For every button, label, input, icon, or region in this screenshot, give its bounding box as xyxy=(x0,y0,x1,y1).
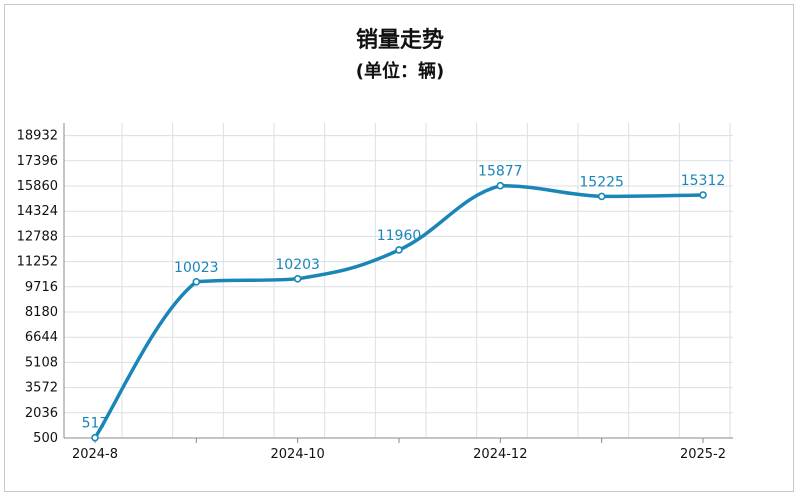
x-tick-labels: 2024-8 2024-10 2024-12 2025-2 xyxy=(72,447,726,462)
data-label: 517 xyxy=(82,416,109,432)
data-label: 15312 xyxy=(681,173,726,189)
data-labels: 517 10023 10203 11960 15877 15225 15312 xyxy=(82,164,726,432)
x-tick-label: 2024-8 xyxy=(72,447,118,462)
series-layer xyxy=(91,181,707,442)
grid-lines xyxy=(64,123,733,439)
y-tick-label: 500 xyxy=(33,431,58,446)
x-tick-label: 2025-2 xyxy=(680,447,726,462)
y-tick-label: 15860 xyxy=(17,179,58,194)
y-tick-label: 8180 xyxy=(25,305,58,320)
data-label: 15877 xyxy=(478,164,523,180)
y-tick-label: 17396 xyxy=(17,154,58,169)
x-tick-label: 2024-12 xyxy=(473,447,527,462)
data-label: 15225 xyxy=(579,174,624,190)
data-point xyxy=(496,181,505,190)
data-point xyxy=(91,433,99,442)
y-tick-label: 3572 xyxy=(25,381,58,396)
data-label: 11960 xyxy=(377,228,422,244)
data-point xyxy=(395,246,403,254)
data-point xyxy=(699,191,707,199)
y-tick-labels: 500 2036 3572 5108 6644 8180 9716 11252 12788 143… xyxy=(17,129,58,446)
y-tick-label: 12788 xyxy=(17,229,58,244)
chart-subtitle: (单位：辆) xyxy=(355,61,445,82)
data-point xyxy=(597,192,606,201)
data-point xyxy=(293,275,302,283)
y-tick-label: 6644 xyxy=(25,330,58,345)
y-tick-label: 2036 xyxy=(25,406,58,421)
y-tick-label: 11252 xyxy=(17,255,58,270)
x-tick-label: 2024-10 xyxy=(271,447,325,462)
y-tick-label: 5108 xyxy=(25,355,58,370)
y-tick-label: 14324 xyxy=(17,204,58,219)
data-point xyxy=(192,277,201,286)
chart-title: 销量走势 xyxy=(355,28,444,53)
axes xyxy=(63,123,733,443)
data-label: 10023 xyxy=(174,260,219,276)
y-tick-label: 9716 xyxy=(25,280,58,295)
data-label: 10203 xyxy=(275,257,320,273)
chart-frame xyxy=(4,4,794,492)
y-tick-label: 18932 xyxy=(17,129,58,144)
